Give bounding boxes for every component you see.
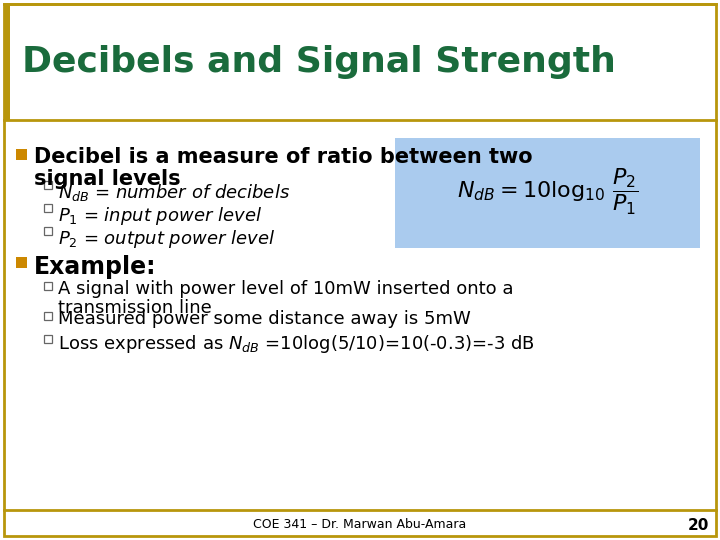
Text: $N_{dB} = 10\log_{10}\,\dfrac{P_2}{P_1}$: $N_{dB} = 10\log_{10}\,\dfrac{P_2}{P_1}$ bbox=[457, 167, 639, 217]
Bar bbox=[44, 204, 52, 212]
Text: signal levels: signal levels bbox=[34, 169, 181, 189]
Text: Measured power some distance away is 5mW: Measured power some distance away is 5mW bbox=[58, 310, 471, 328]
Text: $P_1$ = input power level: $P_1$ = input power level bbox=[58, 205, 262, 227]
Text: 20: 20 bbox=[688, 517, 708, 532]
Text: $P_2$ = output power level: $P_2$ = output power level bbox=[58, 228, 275, 250]
Text: $N_{dB}$ = number of decibels: $N_{dB}$ = number of decibels bbox=[58, 182, 290, 203]
Bar bbox=[4, 4, 10, 120]
Text: COE 341 – Dr. Marwan Abu-Amara: COE 341 – Dr. Marwan Abu-Amara bbox=[253, 518, 467, 531]
Text: Decibels and Signal Strength: Decibels and Signal Strength bbox=[22, 45, 616, 79]
Bar bbox=[44, 181, 52, 189]
Bar bbox=[16, 257, 27, 268]
Bar bbox=[44, 335, 52, 343]
Text: transmission line: transmission line bbox=[58, 299, 212, 317]
Bar bbox=[44, 227, 52, 235]
FancyBboxPatch shape bbox=[395, 138, 700, 248]
Text: Decibel is a measure of ratio between two: Decibel is a measure of ratio between tw… bbox=[34, 147, 533, 167]
Text: Example:: Example: bbox=[34, 255, 156, 279]
Bar bbox=[16, 149, 27, 160]
FancyBboxPatch shape bbox=[4, 4, 716, 536]
Text: Loss expressed as $N_{dB}$ =10log(5/10)=10(-0.3)=-3 dB: Loss expressed as $N_{dB}$ =10log(5/10)=… bbox=[58, 333, 535, 355]
Text: A signal with power level of 10mW inserted onto a: A signal with power level of 10mW insert… bbox=[58, 280, 513, 298]
Bar bbox=[44, 282, 52, 290]
Bar bbox=[44, 312, 52, 320]
